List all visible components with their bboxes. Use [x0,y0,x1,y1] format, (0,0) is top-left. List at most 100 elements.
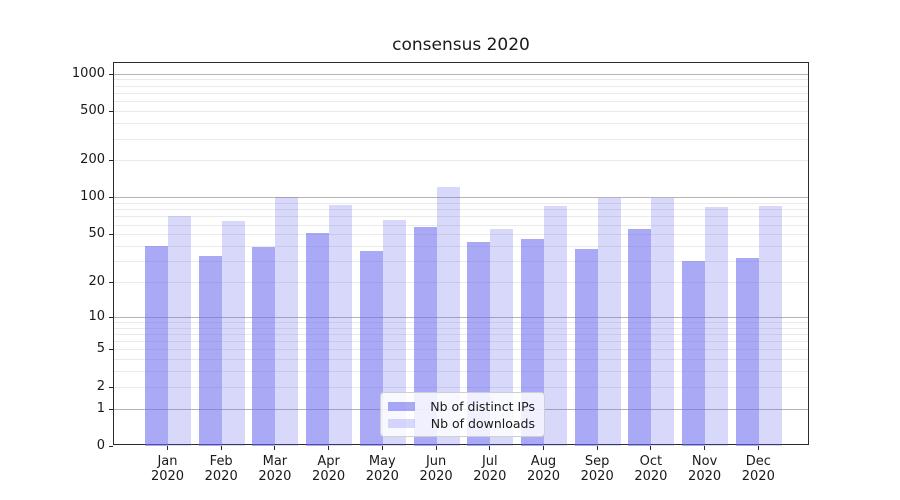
x-tick-year-aug: 2020 [526,469,561,484]
x-tick-year-may: 2020 [365,469,399,484]
x-tick-nov [704,446,706,450]
x-tick-month-oct: Oct [639,454,663,469]
x-tick-year-sep: 2020 [580,469,614,484]
x-tick-label-dec: Dec 2020 [731,454,785,484]
bar-ips-nov [682,260,706,446]
x-tick-year-dec: 2020 [741,469,775,484]
bar-downloads-mar [275,197,299,446]
x-tick-label-apr: Apr 2020 [302,454,356,484]
x-tick-jun [435,446,437,450]
gridline-minor-8 [114,327,808,329]
bar-ips-dec [735,257,759,446]
legend-swatch-distinct-ips [388,401,415,411]
gridline-minor-9 [114,321,808,323]
x-tick-month-nov: Nov [691,454,718,469]
gridline-minor-6 [114,341,808,343]
gridline-minor-300 [114,138,808,140]
x-tick-year-mar: 2020 [258,469,292,484]
gridline-minor-40 [114,245,808,247]
y-tick-label-500: 500 [80,103,105,118]
x-tick-year-apr: 2020 [312,469,346,484]
gridline-minor-70 [114,216,808,218]
x-tick-label-mar: Mar 2020 [248,454,302,484]
x-tick-jul [489,446,491,450]
gridline-minor-2 [114,386,808,388]
gridline-minor-90 [114,202,808,204]
y-tick-label-50: 50 [88,226,105,242]
legend: Nb of distinct IPs Nb of downloads [380,392,545,437]
bar-ips-apr [306,233,330,446]
gridline-minor-3 [114,371,808,373]
bar-downloads-sep [597,197,621,446]
gridline-minor-800 [114,85,808,87]
y-tick-0 [109,446,113,447]
y-tick-label-0: 0 [96,438,105,453]
bar-downloads-jan [168,216,191,446]
x-tick-label-feb: Feb 2020 [194,454,248,484]
x-tick-oct [650,446,652,450]
y-tick-200 [109,160,113,162]
legend-swatch-downloads [388,418,415,428]
gridline-minor-400 [114,123,808,124]
gridline-minor-4 [114,359,808,361]
y-tick-1 [109,408,113,410]
gridline-major-100 [114,197,808,199]
x-tick-year-jul: 2020 [473,469,507,484]
bar-downloads-nov [705,206,729,446]
x-tick-year-oct: 2020 [634,469,668,484]
x-tick-year-nov: 2020 [688,469,722,484]
legend-label-distinct-ips: Nb of distinct IPs [430,398,535,414]
x-tick-feb [220,446,222,450]
y-tick-100 [109,197,113,199]
x-tick-month-apr: Apr [317,454,340,469]
y-tick-20 [109,281,113,283]
x-tick-month-dec: Dec [745,454,771,469]
gridline-minor-80 [114,209,808,211]
bar-downloads-aug [544,206,567,446]
x-tick-label-oct: Oct 2020 [624,454,678,484]
bar-ips-oct [628,229,652,446]
gridline-minor-30 [114,260,808,262]
bar-ips-sep [574,248,598,446]
x-tick-label-nov: Nov 2020 [678,454,732,484]
y-tick-label-10: 10 [88,308,105,324]
y-tick-label-20: 20 [88,273,105,289]
x-tick-month-jan: Jan [157,454,178,469]
x-tick-dec [757,446,759,450]
x-tick-month-sep: Sep [584,454,610,469]
y-tick-label-1000: 1000 [71,65,105,81]
bar-downloads-jun [436,186,460,446]
bar-ips-feb [198,256,222,446]
x-tick-label-sep: Sep 2020 [570,454,624,484]
gridline-minor-200 [114,160,808,162]
x-tick-label-jul: Jul 2020 [463,454,517,484]
x-tick-label-jan: Jan 2020 [141,454,195,484]
y-tick-500 [109,111,113,112]
bar-downloads-dec [758,206,782,446]
gridline-minor-5 [114,349,808,351]
x-tick-may [381,446,383,450]
bar-ips-may [359,251,383,446]
x-tick-month-jul: Jul [481,454,498,469]
x-tick-month-jun: Jun [425,454,447,469]
bar-downloads-jul [490,229,514,446]
bar-downloads-may [382,220,406,446]
legend-label-downloads: Nb of downloads [430,415,535,431]
chart-title: consensus 2020 [392,35,530,55]
bar-ips-jun [413,227,437,446]
x-tick-mar [274,446,276,450]
bar-ips-mar [252,247,276,446]
x-tick-jan [167,446,168,450]
x-tick-aug [543,446,544,450]
gridline-minor-60 [114,224,808,226]
x-tick-apr [328,446,330,450]
gridline-minor-500 [114,111,808,112]
gridline-minor-700 [114,92,808,94]
x-tick-month-may: May [368,454,396,469]
x-tick-year-feb: 2020 [204,469,238,484]
y-tick-label-5: 5 [96,341,105,357]
x-tick-year-jan: 2020 [150,469,185,484]
gridline-minor-50 [114,234,808,236]
y-tick-2 [109,386,113,388]
